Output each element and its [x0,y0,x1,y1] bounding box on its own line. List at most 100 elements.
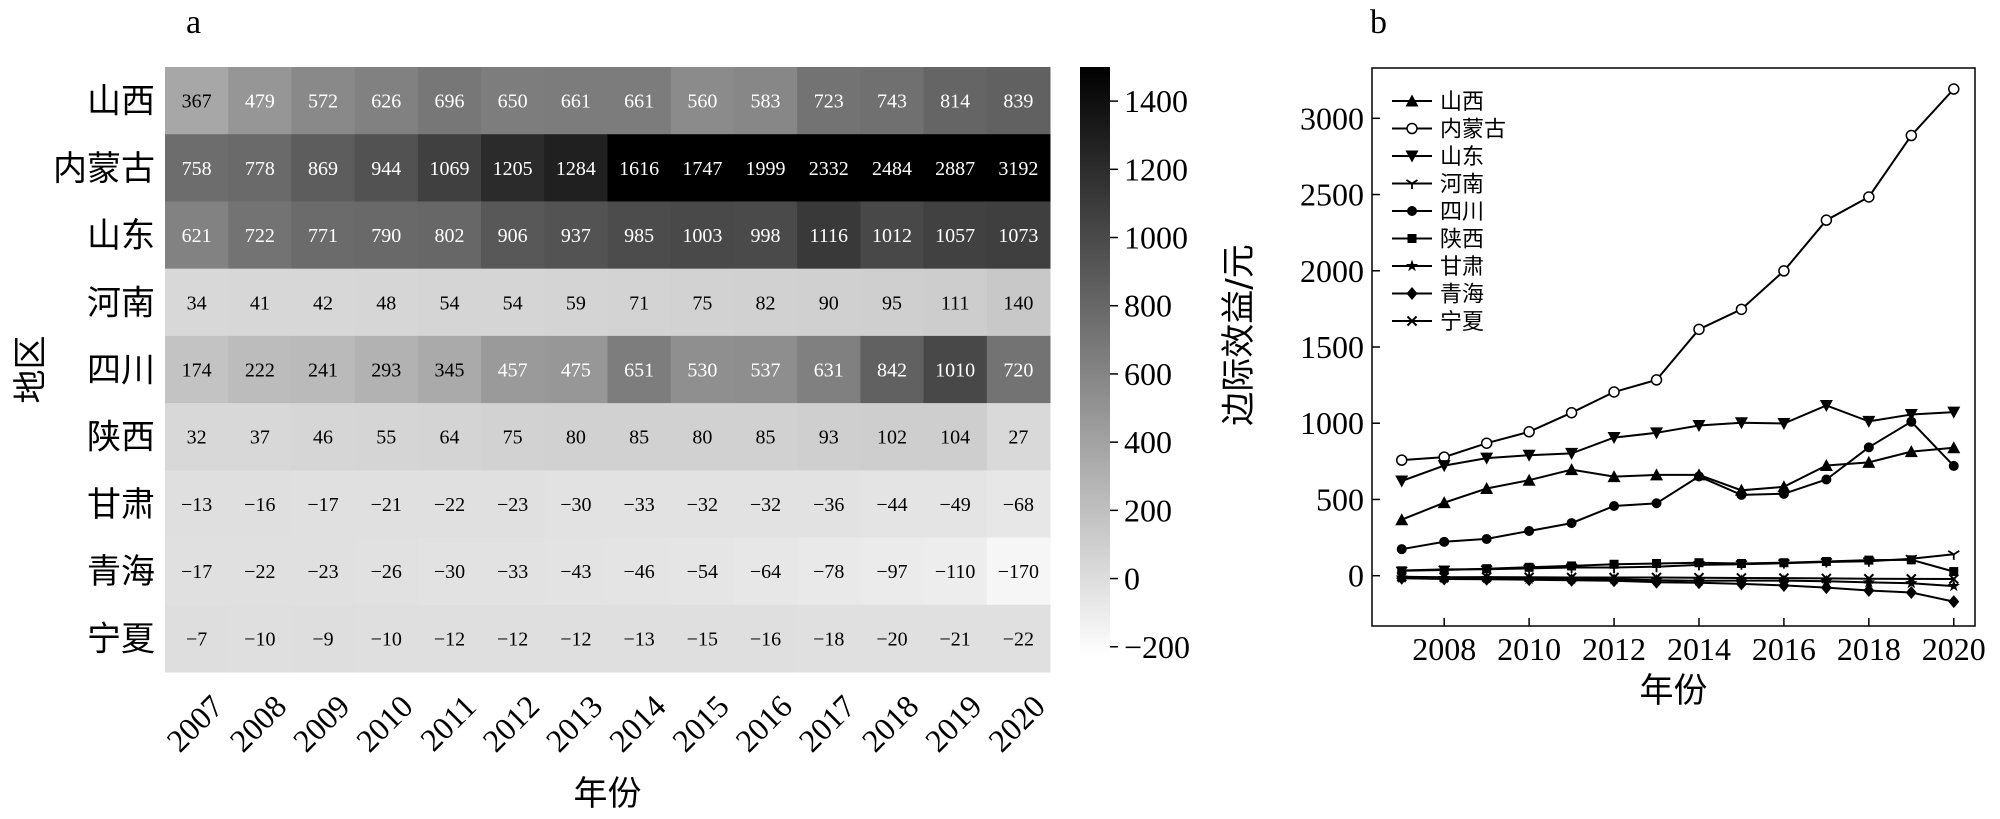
data-point [1522,473,1536,486]
column-label: 2015 [665,688,736,759]
data-point [1395,454,1408,466]
heatmap-cell-label: 583 [751,91,781,113]
heatmap-cell-label: 345 [434,360,464,382]
heatmap-cell [986,604,1051,673]
heatmap-cell [670,67,735,135]
data-point [1608,572,1620,583]
data-point [1863,583,1875,597]
legend-marker [1406,315,1418,327]
heatmap-cell-label: −23 [307,561,338,583]
data-point [1735,303,1748,316]
data-point [1820,214,1833,226]
heatmap-cell-label: 937 [561,225,591,247]
heatmap-cell [228,201,292,270]
heatmap-cell-label: 839 [1003,91,1033,113]
heatmap-cell-label: 80 [566,427,586,449]
heatmap-cell-label: 46 [313,427,333,449]
heatmap-cell [481,335,545,404]
heatmap-cell [544,470,608,539]
heatmap-cell-label: 55 [376,427,396,449]
heatmap-cell-label: −30 [434,561,465,583]
y-tick-label: 1000 [1300,405,1364,441]
data-point [1437,460,1451,473]
data-point [1904,445,1918,458]
heatmap-cell [670,335,735,404]
data-point [1906,555,1916,565]
heatmap-cell [860,268,925,337]
heatmap-cell [797,604,861,673]
heatmap-cell [860,67,925,135]
heatmap-cell-label: 651 [624,360,654,382]
series-line [1401,446,1954,521]
data-point [1863,191,1875,203]
heatmap-cell [923,403,988,471]
heatmap-cell-label: 758 [182,158,212,180]
heatmap-cell-label: 720 [1003,360,1033,382]
heatmap-cell-label: −36 [813,494,844,516]
heatmap-cell [733,604,798,673]
heatmap-cell [165,134,229,202]
legend-marker [1407,206,1417,216]
heatmap-cell-label: −16 [750,628,781,650]
heatmap-cell-label: −12 [560,628,591,650]
heatmap-cell-label: 54 [503,292,523,314]
heatmap-cell [165,403,229,471]
colorbar-tick-label: 0 [1124,561,1140,597]
heatmap-cell [797,67,861,135]
heatmap-cell [607,537,672,606]
heatmap-cell [291,335,356,404]
series-line [1401,404,1954,482]
heatmap-cell [417,201,482,270]
heatmap-cell [986,134,1051,202]
data-point [1650,468,1664,481]
heatmap-cell-label: −30 [560,494,591,516]
heatmap-cell [607,268,672,337]
heatmap-cell [733,134,798,202]
data-point [1821,474,1832,485]
heatmap-cell [291,604,356,673]
heatmap-cell [733,268,798,337]
legend-marker [1406,179,1418,189]
heatmap-cell [733,403,798,471]
data-point [1651,572,1662,583]
heatmap-cell-label: 95 [882,292,902,314]
data-point [1736,489,1747,500]
heatmap-cell [354,537,419,606]
line-x-axis-title: 年份 [1640,671,1708,711]
data-point [1439,536,1450,547]
heatmap-cell-label: 985 [624,225,654,247]
heatmap-cell-label: −7 [186,628,207,650]
heatmap-cell-label: −9 [312,628,333,650]
heatmap-cell [986,67,1051,135]
data-point [1481,571,1492,583]
x-tick-label: 2008 [1412,631,1476,667]
heatmap-cell-label: 661 [624,91,654,113]
heatmap-cell [481,201,545,270]
colorbar-bar [1080,67,1110,657]
heatmap-cell-label: 104 [940,427,970,449]
colorbar-tick-label: −200 [1124,629,1190,665]
heatmap-cell-label: 696 [434,91,464,113]
x-tick-label: 2016 [1752,631,1816,667]
series-1: 内蒙古 [1392,83,1960,466]
data-point [1566,572,1577,583]
legend-label: 山东 [1440,145,1484,170]
heatmap-cell-label: −22 [1003,628,1034,650]
heatmap-cell [923,67,988,135]
heatmap-cell [733,67,798,135]
heatmap-cell-label: −33 [497,561,528,583]
panel-label-b: b [1370,4,1387,41]
heatmap-cell [923,201,988,270]
colorbar-tick-label: 1200 [1124,151,1188,187]
data-point [1778,572,1790,584]
column-label: 2019 [918,688,989,759]
heatmap-cell-label: −68 [1003,494,1034,516]
column-label: 2011 [413,688,483,758]
heatmap-cell [733,335,798,404]
heatmap-cell [291,67,356,135]
series-5: 陕西 [1392,228,1959,577]
heatmap-cell-label: −97 [876,561,907,583]
colorbar-tick-label: 600 [1124,356,1172,392]
heatmap-cell [797,134,861,202]
heatmap-cell [228,335,292,404]
